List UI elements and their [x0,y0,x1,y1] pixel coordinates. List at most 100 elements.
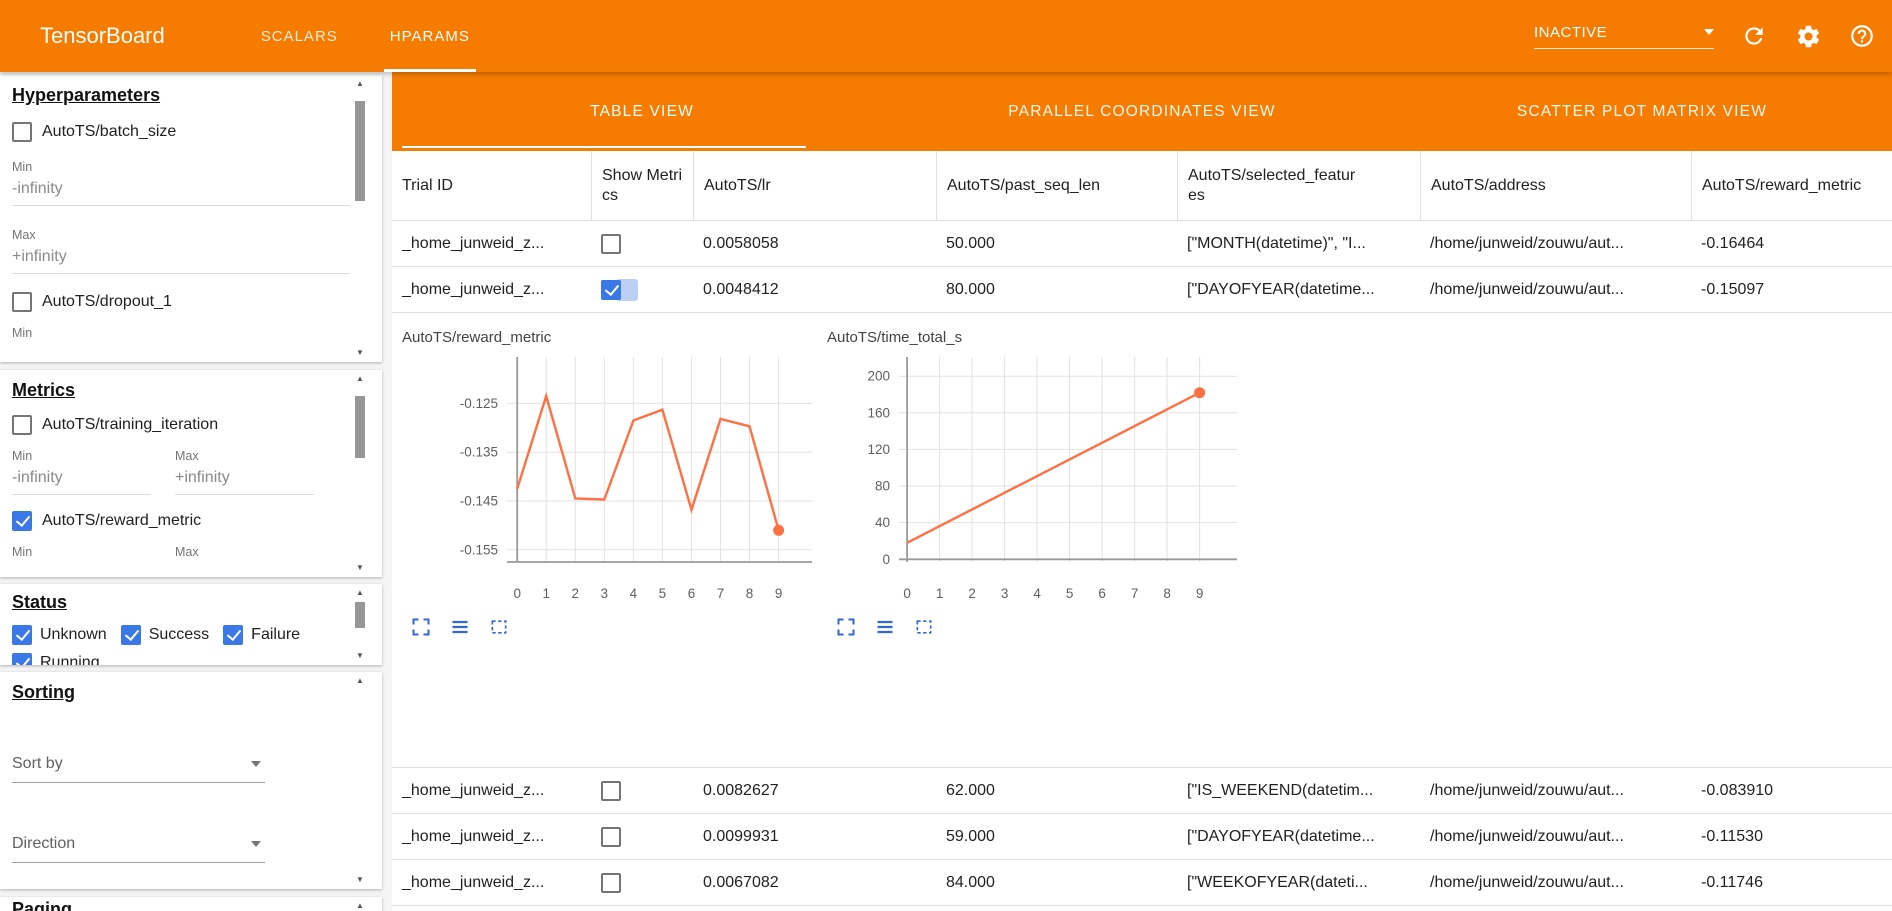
metric-training-iteration-checkbox[interactable] [12,415,32,435]
table-header-row: Trial ID Show Metrics AutoTS/lr AutoTS/p… [392,151,1892,221]
svg-text:-0.145: -0.145 [460,494,498,509]
status-running-checkbox[interactable] [12,653,32,665]
direction-label: Direction [12,835,76,852]
trial-id-cell: _home_junweid_z... [402,827,545,845]
scroll-down-icon[interactable]: ▼ [356,875,364,884]
direction-select[interactable]: Direction [12,835,265,863]
maximize-chart-icon[interactable] [410,616,432,638]
training-iteration-max-input[interactable] [175,465,314,495]
scrollbar[interactable]: ▲ ▼ [354,676,366,885]
status-failure-checkbox[interactable] [223,625,244,645]
min-max-row: Min Max [12,545,382,577]
selected-features-cell: ["DAYOFYEAR(datetime... [1187,280,1375,298]
lr-cell: 0.0058058 [703,234,779,252]
sorting-panel: Sorting Sort by Direction ▲ ▼ [0,672,382,889]
scroll-down-icon[interactable]: ▼ [356,563,364,572]
batch-size-min-input[interactable] [12,176,350,206]
maximize-chart-icon[interactable] [835,616,857,638]
status-success-checkbox[interactable] [120,625,141,645]
show-metrics-cell [591,826,693,847]
address-cell: /home/junweid/zouwu/aut... [1430,873,1624,891]
scroll-down-icon[interactable]: ▼ [356,651,364,660]
lr-cell: 0.0082627 [703,781,779,799]
past-seq-len-cell: 80.000 [946,280,995,298]
show-metrics-checkbox[interactable] [601,872,621,893]
scroll-up-icon[interactable]: ▲ [356,676,364,685]
min-max-row: Min Max [12,449,382,495]
scroll-up-icon[interactable]: ▲ [356,901,364,910]
address-cell: /home/junweid/zouwu/aut... [1430,827,1624,845]
help-button[interactable] [1848,22,1876,50]
checkbox-ripple [616,278,638,301]
address-cell: /home/junweid/zouwu/aut... [1430,781,1624,799]
past-seq-len-cell: 84.000 [946,873,995,891]
time-total-line-chart: 0 1 2 3 4 5 6 7 8 9 0 40 80 120 160 200 [867,357,1237,601]
tab-table-view[interactable]: TABLE VIEW [392,72,892,151]
scroll-up-icon[interactable]: ▲ [356,588,364,597]
select-region-icon[interactable] [913,616,935,638]
trial-id-cell: _home_junweid_z... [402,234,545,252]
scroll-up-icon[interactable]: ▲ [356,374,364,383]
past-seq-len-cell: 62.000 [946,781,995,799]
hparam-batch-size-checkbox[interactable] [12,122,32,142]
svg-text:0: 0 [882,552,890,567]
svg-text:6: 6 [688,586,696,601]
svg-text:40: 40 [875,515,890,530]
show-metrics-checkbox[interactable] [601,780,621,801]
tab-scatter-plot-matrix-label: SCATTER PLOT MATRIX VIEW [1516,102,1768,120]
trial-id-cell: _home_junweid_z... [402,873,545,891]
status-title: Status [12,592,68,612]
scroll-up-icon[interactable]: ▲ [356,79,364,88]
scrollbar-thumb[interactable] [355,396,365,458]
status-unknown-checkbox[interactable] [12,625,32,645]
scrollbar[interactable]: ▲ ▼ [354,79,366,358]
sort-by-select[interactable]: Sort by [12,755,265,783]
scroll-down-icon[interactable]: ▼ [356,348,364,357]
svg-text:3: 3 [601,586,609,601]
tab-hparams[interactable]: HPARAMS [383,0,476,72]
scrollbar-thumb[interactable] [355,101,365,201]
status-unknown: Unknown [12,625,107,645]
trial-id-cell: _home_junweid_z... [402,781,545,799]
min-label: Min [12,160,33,174]
status-success-label: Success [148,626,210,643]
svg-text:2: 2 [572,586,580,601]
svg-text:120: 120 [867,442,890,457]
training-iteration-min-input[interactable] [12,465,151,495]
svg-text:5: 5 [659,586,667,601]
reward-metric-max-input[interactable] [175,561,314,577]
metric-reward-metric-checkbox[interactable] [12,511,32,531]
tab-scalars[interactable]: SCALARS [255,0,344,72]
chart-title: AutoTS/time_total_s [827,329,963,346]
run-status-select[interactable]: INACTIVE [1534,24,1714,49]
status-running-label: Running [40,654,100,665]
tab-parallel-coordinates-view[interactable]: PARALLEL COORDINATES VIEW [892,72,1392,151]
select-region-icon[interactable] [488,616,510,638]
svg-text:0: 0 [903,586,911,601]
svg-text:3: 3 [1001,586,1009,601]
col-header-show-metrics: Show Metrics [591,151,693,220]
scrollbar-thumb[interactable] [355,602,365,628]
scrollbar[interactable]: ▲ ▼ [354,588,366,661]
refresh-icon [1745,27,1763,45]
batch-size-max-input[interactable] [12,244,350,274]
settings-button[interactable] [1794,22,1822,50]
scrollbar[interactable]: ▲ ▼ [354,374,366,573]
help-icon [1851,25,1873,47]
view-data-icon[interactable] [874,616,896,638]
hparam-dropout-checkbox[interactable] [12,292,32,312]
reward-metric-min-input[interactable] [12,561,151,577]
refresh-button[interactable] [1740,22,1768,50]
past-seq-len-cell: 59.000 [946,827,995,845]
trials-table: Trial ID Show Metrics AutoTS/lr AutoTS/p… [392,151,1892,911]
show-metrics-checkbox[interactable] [601,826,621,847]
tab-scatter-plot-matrix-view[interactable]: SCATTER PLOT MATRIX VIEW [1392,72,1892,151]
scrollbar[interactable]: ▲ [354,901,366,911]
show-metrics-checkbox[interactable] [601,233,621,254]
reward-metric-cell: -0.11746 [1701,873,1763,891]
view-data-icon[interactable] [449,616,471,638]
reward-metric-cell: -0.15097 [1701,280,1765,298]
metric-reward-metric-label: AutoTS/reward_metric [42,512,202,529]
sorting-title: Sorting [12,682,75,702]
show-metrics-checkbox[interactable] [601,279,621,300]
